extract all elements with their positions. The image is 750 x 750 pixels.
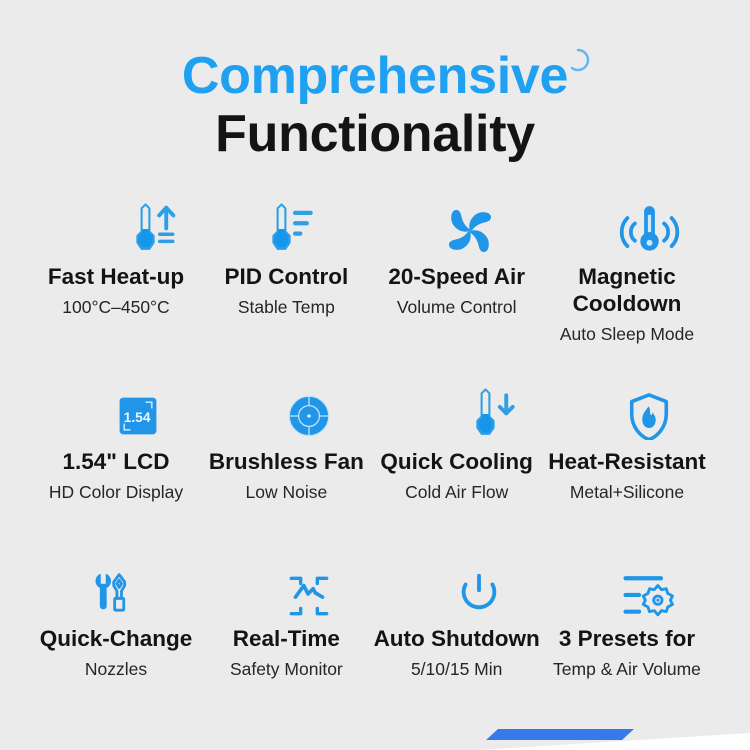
svg-text:1.54: 1.54 — [124, 409, 151, 424]
